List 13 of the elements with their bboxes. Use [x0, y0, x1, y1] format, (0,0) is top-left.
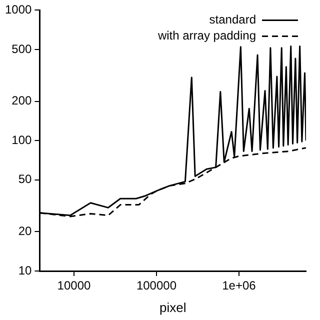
x-tick-label: 100000 [136, 278, 177, 293]
legend-label: standard [209, 12, 256, 27]
y-tick-label: 500 [12, 42, 32, 56]
legend-label: with array padding [156, 28, 256, 43]
y-tick-label: 200 [12, 94, 32, 108]
y-tick-label: 20 [18, 224, 32, 238]
y-tick-label: 50 [18, 172, 32, 186]
x-tick-label: 1e+06 [222, 278, 256, 293]
x-tick-label: 10000 [57, 278, 91, 293]
y-tick-label: 10 [18, 263, 32, 278]
y-tick-label: 1000 [4, 2, 32, 17]
x-axis-title: pixel [159, 300, 186, 315]
y-tick-label: 100 [12, 132, 32, 147]
